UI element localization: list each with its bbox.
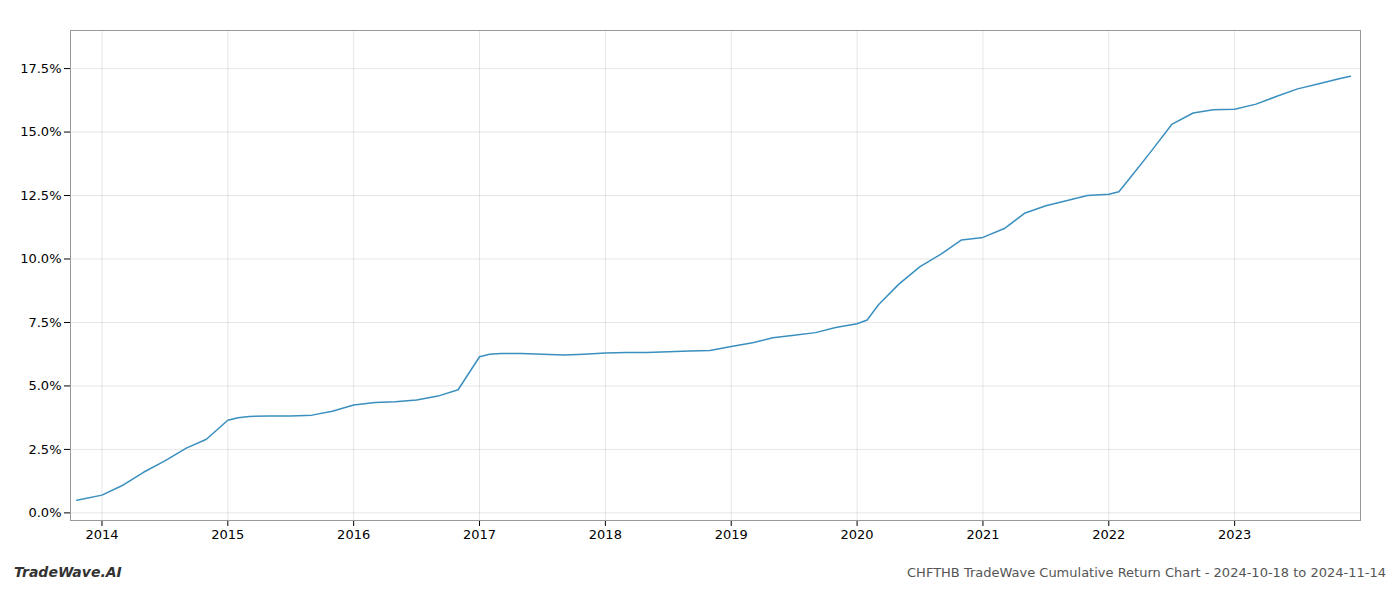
svg-text:7.5%: 7.5% (28, 315, 61, 330)
svg-text:2020: 2020 (841, 527, 874, 542)
svg-text:2019: 2019 (715, 527, 748, 542)
svg-text:2022: 2022 (1092, 527, 1125, 542)
svg-text:2023: 2023 (1218, 527, 1251, 542)
svg-text:10.0%: 10.0% (20, 251, 61, 266)
svg-text:2015: 2015 (211, 527, 244, 542)
html-text:TradeWave.AI: TradeWave.AI (14, 564, 122, 580)
svg-text:5.0%: 5.0% (28, 378, 61, 393)
html-text:CHFTHB TradeWave Cumulative Re: CHFTHB TradeWave Cumulative Return Chart… (907, 565, 1386, 580)
svg-text:15.0%: 15.0% (20, 124, 61, 139)
svg-text:2.5%: 2.5% (28, 442, 61, 457)
svg-text:0.0%: 0.0% (28, 505, 61, 520)
svg-text:12.5%: 12.5% (20, 188, 61, 203)
svg-text:2021: 2021 (966, 527, 999, 542)
svg-text:2017: 2017 (463, 527, 496, 542)
svg-text:17.5%: 17.5% (20, 61, 61, 76)
svg-text:2016: 2016 (337, 527, 370, 542)
svg-text:2014: 2014 (85, 527, 118, 542)
svg-text:2018: 2018 (589, 527, 622, 542)
